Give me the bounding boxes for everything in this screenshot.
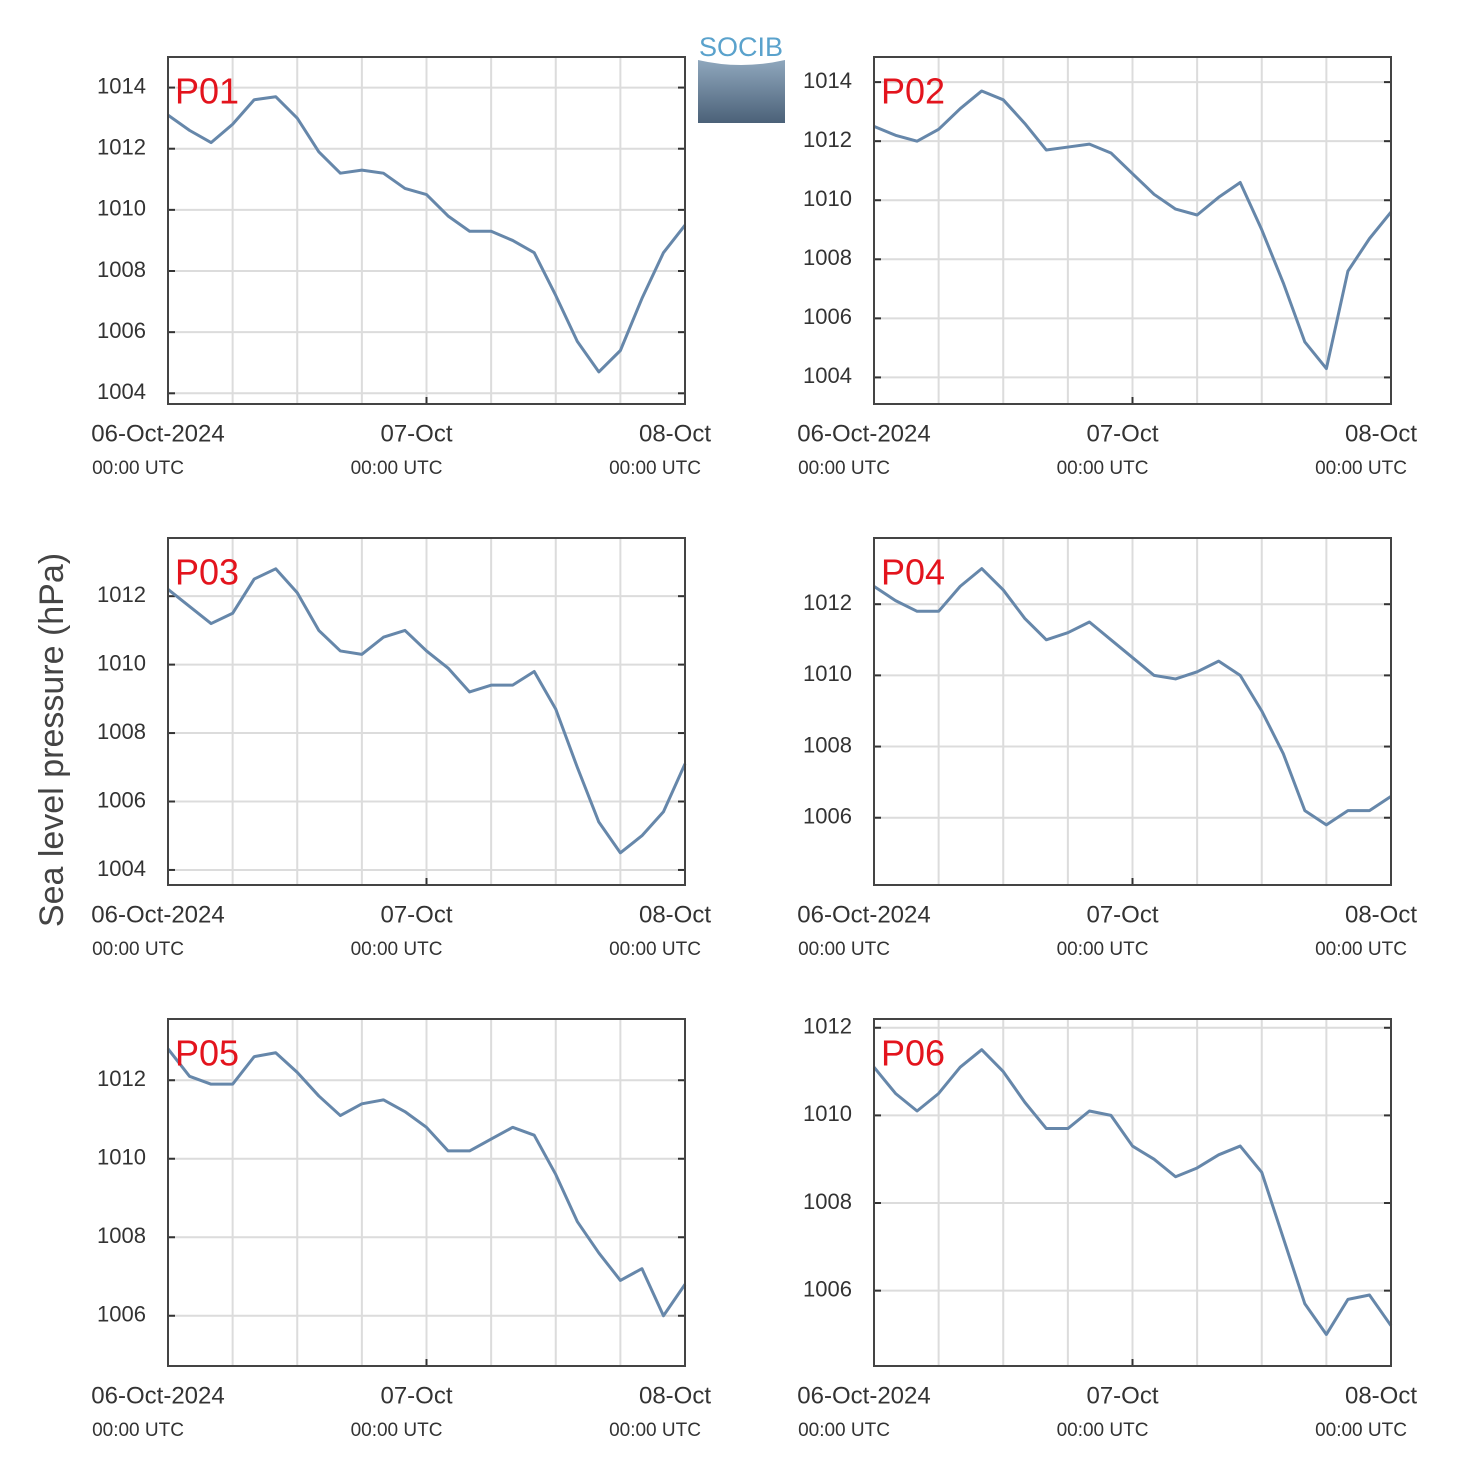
y-tick-label: 1008	[97, 257, 146, 282]
data-line	[167, 95, 687, 374]
y-tick-label: 1004	[803, 363, 852, 388]
x-tick-label: 08-Oct	[1345, 901, 1417, 928]
plot-frame	[873, 56, 1392, 405]
y-tick-label: 1006	[803, 804, 852, 829]
y-tick-label: 1006	[803, 304, 852, 329]
y-tick-label: 1010	[97, 650, 146, 675]
panel-label: P06	[881, 1033, 945, 1074]
y-tick-label: 1010	[97, 196, 146, 221]
data-line	[873, 89, 1393, 371]
y-tick-label: 1010	[803, 661, 852, 686]
x-tick-label: 06-Oct-2024	[91, 1382, 224, 1409]
x-tick-label: 08-Oct	[639, 1382, 711, 1409]
x-tick-sublabel: 00:00 UTC	[609, 939, 701, 960]
x-tick-sublabel: 00:00 UTC	[798, 939, 890, 960]
x-tick-sublabel: 00:00 UTC	[1057, 939, 1149, 960]
y-axis-label: Sea level pressure (hPa)	[33, 553, 71, 927]
y-tick-label: 1006	[97, 318, 146, 343]
plot-frame	[167, 537, 686, 886]
panel: 1004 1006 1008 1010 1012 1014 06-Oct-2024 00:00…	[797, 56, 1417, 479]
y-tick-label: 1004	[97, 856, 146, 881]
x-tick-sublabel: 00:00 UTC	[1057, 1420, 1149, 1441]
data-line	[167, 567, 687, 855]
plot-frame	[167, 1018, 686, 1367]
panel-label: P01	[175, 71, 239, 112]
y-tick-label: 1006	[803, 1276, 852, 1301]
x-tick-sublabel: 00:00 UTC	[1315, 939, 1407, 960]
x-tick-sublabel: 00:00 UTC	[351, 939, 443, 960]
y-tick-label: 1008	[97, 719, 146, 744]
data-line	[166, 1047, 687, 1318]
x-tick-sublabel: 00:00 UTC	[1315, 1420, 1407, 1441]
x-tick-sublabel: 00:00 UTC	[609, 1420, 701, 1441]
y-tick-label: 1006	[97, 787, 146, 812]
panel: 1004 1006 1008 1010 1012 1014 06-Oct-2024 00:00…	[91, 56, 711, 479]
x-tick-sublabel: 00:00 UTC	[92, 458, 184, 479]
panel-label: P03	[175, 552, 239, 593]
y-tick-label: 1012	[97, 1066, 146, 1091]
x-tick-label: 08-Oct	[1345, 1382, 1417, 1409]
x-tick-sublabel: 00:00 UTC	[351, 1420, 443, 1441]
x-tick-label: 08-Oct	[1345, 420, 1417, 447]
x-tick-label: 07-Oct	[1086, 901, 1158, 928]
x-tick-sublabel: 00:00 UTC	[798, 458, 890, 479]
y-tick-label: 1012	[803, 1014, 852, 1039]
panel: 1006 1008 1010 1012 06-Oct-2024 00:00 UTC 07-O…	[797, 1014, 1417, 1441]
y-tick-label: 1010	[97, 1145, 146, 1170]
x-tick-label: 08-Oct	[639, 901, 711, 928]
logo: SOCIB	[698, 32, 785, 123]
x-tick-sublabel: 00:00 UTC	[609, 458, 701, 479]
y-tick-label: 1014	[97, 73, 146, 98]
plot-frame	[873, 537, 1392, 886]
panel-label: P05	[175, 1033, 239, 1074]
plot-frame	[873, 1018, 1392, 1367]
x-tick-label: 06-Oct-2024	[797, 901, 930, 928]
x-tick-label: 07-Oct	[380, 901, 452, 928]
x-tick-label: 06-Oct-2024	[797, 1382, 930, 1409]
x-tick-label: 07-Oct	[380, 420, 452, 447]
y-tick-label: 1012	[803, 127, 852, 152]
y-tick-label: 1008	[97, 1223, 146, 1248]
y-tick-label: 1010	[803, 186, 852, 211]
x-tick-sublabel: 00:00 UTC	[1057, 458, 1149, 479]
x-tick-label: 07-Oct	[1086, 1382, 1158, 1409]
plot-frame	[167, 56, 686, 405]
y-tick-label: 1012	[97, 135, 146, 160]
y-tick-label: 1008	[803, 245, 852, 270]
logo-text: SOCIB	[699, 32, 783, 62]
y-tick-label: 1012	[803, 590, 852, 615]
panel-label: P02	[881, 71, 945, 112]
x-tick-label: 07-Oct	[1086, 420, 1158, 447]
x-tick-label: 07-Oct	[380, 1382, 452, 1409]
x-tick-sublabel: 00:00 UTC	[1315, 458, 1407, 479]
y-tick-label: 1012	[97, 582, 146, 607]
y-tick-label: 1006	[97, 1302, 146, 1327]
data-line	[873, 567, 1392, 827]
x-tick-sublabel: 00:00 UTC	[351, 458, 443, 479]
panel: 1004 1006 1008 1010 1012 06-Oct-2024 00:00 UTC…	[91, 537, 711, 960]
panel-label: P04	[881, 552, 945, 593]
panel: 1006 1008 1010 1012 06-Oct-2024 00:00 UTC 07-O…	[91, 1018, 711, 1441]
x-tick-sublabel: 00:00 UTC	[92, 1420, 184, 1441]
x-tick-label: 06-Oct-2024	[91, 420, 224, 447]
y-tick-label: 1008	[803, 732, 852, 757]
logo-shape	[698, 60, 785, 123]
data-line	[872, 1048, 1393, 1336]
y-tick-label: 1010	[803, 1101, 852, 1126]
y-tick-label: 1004	[97, 379, 146, 404]
x-tick-label: 06-Oct-2024	[797, 420, 930, 447]
x-tick-label: 06-Oct-2024	[91, 901, 224, 928]
y-tick-label: 1014	[803, 68, 852, 93]
x-tick-sublabel: 00:00 UTC	[798, 1420, 890, 1441]
x-tick-label: 08-Oct	[639, 420, 711, 447]
x-tick-sublabel: 00:00 UTC	[92, 939, 184, 960]
y-tick-label: 1008	[803, 1189, 852, 1214]
panel: 1006 1008 1010 1012 06-Oct-2024 00:00 UTC 07-O…	[797, 537, 1417, 960]
